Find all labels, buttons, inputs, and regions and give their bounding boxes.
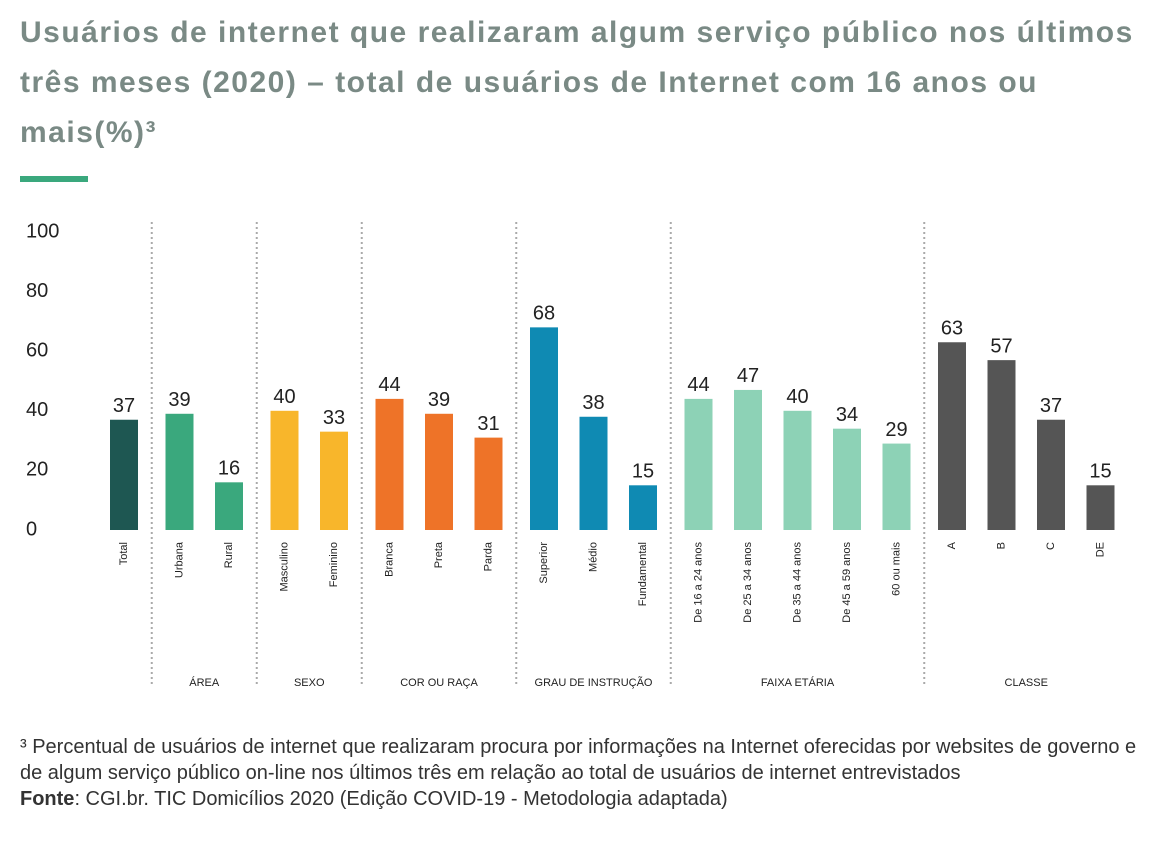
value-label: 39	[428, 389, 450, 411]
group-label: GRAU DE INSTRUÇÃO	[535, 676, 653, 689]
value-label: 68	[533, 303, 555, 325]
value-label: 31	[477, 413, 499, 435]
bar	[165, 413, 194, 530]
value-label: 38	[582, 392, 604, 414]
x-tick-label: Branca	[383, 541, 395, 577]
value-label: 57	[990, 335, 1012, 357]
value-label: 63	[941, 318, 963, 340]
x-tick-label: Rural	[223, 542, 235, 568]
value-label: 44	[378, 374, 400, 396]
x-tick-label: Feminino	[328, 542, 340, 587]
bar	[684, 398, 713, 530]
x-tick-label: Preta	[433, 541, 445, 568]
x-tick-label: Superior	[538, 542, 550, 584]
bar	[629, 485, 657, 530]
group-label: COR OU RAÇA	[400, 677, 478, 689]
value-label: 37	[1040, 395, 1062, 417]
x-tick-label: B	[995, 542, 1007, 549]
x-tick-label: De 45 a 59 anos	[841, 542, 853, 623]
bar	[783, 410, 812, 530]
y-tick-label: 40	[26, 399, 48, 421]
x-tick-label: Fundamental	[637, 542, 649, 606]
chart-title: Usuários de internet que realizaram algu…	[20, 16, 1134, 149]
bar	[833, 428, 861, 530]
value-label: 37	[113, 395, 135, 417]
x-tick-label: Parda	[482, 541, 494, 571]
bar	[270, 410, 299, 530]
value-label: 40	[273, 386, 295, 408]
group-label: FAIXA ETÁRIA	[761, 676, 835, 689]
group-label: ÁREA	[189, 676, 220, 689]
bar	[882, 443, 911, 530]
value-label: 47	[737, 365, 759, 387]
x-tick-label: De 35 a 44 anos	[791, 542, 803, 623]
notes: ³ Percentual de usuários de internet que…	[20, 734, 1160, 812]
bar	[987, 360, 1016, 530]
value-label: 39	[168, 389, 190, 411]
y-tick-label: 0	[26, 518, 37, 540]
x-tick-label: Médio	[587, 542, 599, 572]
group-label: SEXO	[294, 677, 325, 689]
source-label: Fonte	[20, 788, 75, 810]
x-tick-label: A	[946, 541, 958, 549]
x-tick-label: Total	[118, 542, 130, 565]
value-label: 40	[786, 386, 808, 408]
y-tick-label: 100	[26, 220, 59, 242]
x-tick-label: Masculino	[278, 542, 290, 592]
title-rule	[20, 176, 88, 182]
value-label: 34	[836, 404, 858, 426]
bar	[425, 413, 453, 530]
x-tick-label: 60 ou mais	[890, 542, 902, 596]
bar	[938, 342, 966, 530]
chart: 0 20 40 60 80 100 37 Total 39 Urbana 16 Rural 40 Masc…	[26, 220, 1115, 689]
y-tick-label: 60	[26, 339, 48, 361]
source-text: : CGI.br. TIC Domicílios 2020 (Edição CO…	[74, 788, 728, 810]
value-label: 15	[632, 461, 654, 483]
bar	[215, 482, 243, 530]
bar	[579, 416, 608, 530]
value-label: 44	[687, 374, 709, 396]
x-tick-label: De 16 a 24 anos	[692, 542, 704, 623]
bar	[734, 389, 762, 530]
bar	[474, 437, 503, 530]
value-label: 29	[885, 419, 907, 441]
x-tick-label: DE	[1094, 542, 1106, 557]
y-tick-label: 20	[26, 459, 48, 481]
x-tick-label: De 25 a 34 anos	[742, 542, 754, 623]
bar	[1086, 485, 1115, 530]
value-label: 33	[323, 407, 345, 429]
source: Fonte: CGI.br. TIC Domicílios 2020 (Ediç…	[20, 786, 1160, 812]
footnote: ³ Percentual de usuários de internet que…	[20, 736, 1137, 784]
x-tick-label: C	[1045, 542, 1057, 550]
bar	[375, 398, 404, 530]
value-label: 16	[218, 458, 240, 480]
value-label: 15	[1089, 461, 1111, 483]
bar	[110, 419, 138, 530]
y-tick-label: 80	[26, 280, 48, 302]
bar	[530, 327, 558, 530]
bar	[320, 431, 348, 530]
group-label: CLASSE	[1005, 677, 1048, 689]
x-tick-label: Urbana	[173, 541, 185, 578]
bar	[1037, 419, 1065, 530]
